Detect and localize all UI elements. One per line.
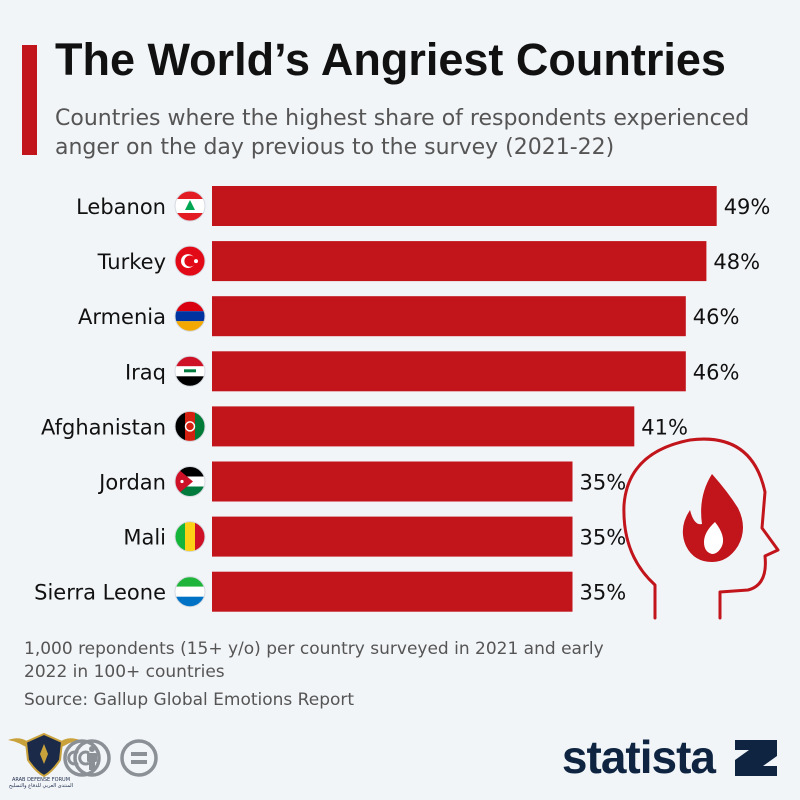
bar-jordan — [212, 461, 573, 502]
category-label-iraq: Iraq — [125, 360, 166, 384]
chart-title: The World’s Angriest Countries — [55, 34, 726, 85]
statista-logo-text: statista — [561, 731, 716, 783]
no-derivatives-icon — [120, 739, 158, 777]
turkey-flag-icon — [174, 245, 206, 277]
arab-defense-forum-logo-icon — [8, 732, 80, 778]
bar-afghanistan — [212, 406, 635, 447]
bar-turkey — [212, 241, 707, 282]
value-label-sierra-leone: 35% — [580, 581, 627, 605]
value-label-jordan: 35% — [580, 471, 627, 495]
bar-armenia — [212, 296, 686, 337]
value-label-armenia: 46% — [693, 305, 740, 329]
category-label-armenia: Armenia — [78, 305, 166, 329]
armenia-flag-icon — [174, 300, 206, 332]
bar-sierra-leone — [212, 571, 573, 612]
angry-head-icon — [622, 437, 780, 620]
bar-iraq — [212, 351, 686, 392]
attribution-icon — [73, 739, 111, 777]
chart-subtitle: Countries where the highest share of res… — [55, 106, 750, 160]
value-label-mali: 35% — [580, 526, 627, 550]
sierra-leone-flag-icon — [174, 576, 206, 608]
source-note: Source: Gallup Global Emotions Report — [24, 690, 355, 710]
iraq-flag-icon — [174, 355, 206, 387]
statista-logo-icon — [735, 740, 777, 776]
bar-chart: Lebanon 49% Turkey 48% Armenia 46% Iraq 46% Afgh… — [34, 186, 780, 620]
value-label-lebanon: 49% — [724, 195, 771, 219]
bar-lebanon — [212, 186, 717, 226]
category-label-sierra-leone: Sierra Leone — [34, 581, 166, 605]
value-label-iraq: 46% — [693, 360, 740, 384]
category-label-mali: Mali — [123, 526, 166, 550]
footnote: 1,000 repondents (15+ y/o) per country s… — [24, 639, 604, 682]
jordan-flag-icon — [174, 466, 206, 497]
title-accent-bar — [22, 45, 37, 155]
category-label-afghanistan: Afghanistan — [41, 415, 166, 439]
lebanon-flag-icon — [174, 190, 206, 222]
watermark-text: ARAB DEFENSE FORUM المنتدى العربي للدفاع… — [8, 777, 74, 789]
category-label-lebanon: Lebanon — [76, 195, 166, 219]
bar-mali — [212, 516, 573, 557]
mali-flag-icon — [174, 521, 206, 553]
category-label-turkey: Turkey — [97, 250, 166, 274]
value-label-turkey: 48% — [713, 250, 760, 274]
afghanistan-flag-icon — [174, 410, 206, 442]
value-label-afghanistan: 41% — [641, 415, 688, 439]
category-label-jordan: Jordan — [97, 471, 166, 495]
